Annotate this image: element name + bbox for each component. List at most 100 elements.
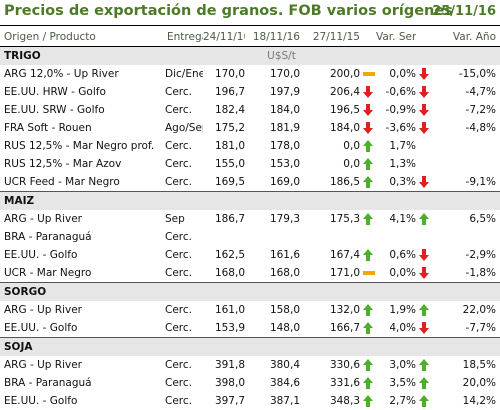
icon-cell [416, 137, 432, 155]
delivery: Cerc. [163, 264, 203, 283]
product-name: ARG - Up River [0, 301, 163, 319]
price-24-11-16: 175,2 [203, 119, 245, 137]
col-header-date-2: 18/11/16 [245, 27, 300, 47]
product-name: RUS 12,5% - Mar Negro prof. [0, 137, 163, 155]
var-sem: 1,7% [376, 137, 416, 155]
price-24-11-16: 169,5 [203, 173, 245, 192]
price-24-11-16: 168,0 [203, 264, 245, 283]
delivery: Cerc. [163, 228, 203, 246]
arrow-up-icon [416, 356, 432, 374]
price-27-11-15: 184,0 [300, 119, 360, 137]
product-name: ARG - Up River [0, 356, 163, 374]
arrow-down-icon [416, 264, 432, 283]
arrow-up-icon [416, 392, 432, 410]
var-ano: -7,2% [432, 101, 500, 119]
var-sem: -0,9% [376, 101, 416, 119]
delivery: Cerc. [163, 301, 203, 319]
arrow-up-icon [416, 374, 432, 392]
product-name: BRA - Paranaguá [0, 374, 163, 392]
arrow-up-icon [360, 392, 376, 410]
product-name: UCR - Mar Negro [0, 264, 163, 283]
price-18-11-16 [245, 228, 300, 246]
price-18-11-16: 168,0 [245, 264, 300, 283]
price-18-11-16: 148,0 [245, 319, 300, 338]
var-sem: 4,0% [376, 319, 416, 338]
delivery: Dic/Ene [163, 65, 203, 83]
col-header-date-3: 27/11/15 [300, 27, 360, 47]
var-sem: 4,1% [376, 210, 416, 228]
arrow-up-icon [360, 246, 376, 264]
delivery: Cerc. [163, 137, 203, 155]
table-row: FRA Soft - RouenAgo/Sep175,2181,9184,0-3… [0, 119, 500, 137]
product-name: EE.UU. - Golfo [0, 319, 163, 338]
delivery: Cerc. [163, 246, 203, 264]
arrow-up-icon [360, 356, 376, 374]
arrow-down-icon [416, 246, 432, 264]
icon-cell [416, 228, 432, 246]
delivery: Sep [163, 210, 203, 228]
product-name: EE.UU. HRW - Golfo [0, 83, 163, 101]
var-sem: 0,0% [376, 264, 416, 283]
arrow-down-icon [416, 83, 432, 101]
var-sem: -0,6% [376, 83, 416, 101]
arrow-up-icon [360, 210, 376, 228]
price-24-11-16: 391,8 [203, 356, 245, 374]
price-18-11-16: 181,9 [245, 119, 300, 137]
delivery: Cerc. [163, 83, 203, 101]
col-header-var-sem: Var. Sem. [376, 27, 416, 47]
product-name: UCR Feed - Mar Negro [0, 173, 163, 192]
var-sem: 3,5% [376, 374, 416, 392]
var-ano: -7,7% [432, 319, 500, 338]
col-header-entrega: Entrega [163, 27, 203, 47]
price-27-11-15: 0,0 [300, 137, 360, 155]
price-24-11-16: 186,7 [203, 210, 245, 228]
price-27-11-15: 348,3 [300, 392, 360, 410]
arrow-up-icon [360, 374, 376, 392]
var-ano: 18,5% [432, 356, 500, 374]
product-name: ARG 12,0% - Up River [0, 65, 163, 83]
price-27-11-15: 0,0 [300, 155, 360, 173]
price-18-11-16: 161,6 [245, 246, 300, 264]
price-24-11-16: 155,0 [203, 155, 245, 173]
product-name: EE.UU. SRW - Golfo [0, 101, 163, 119]
delivery: Cerc. [163, 392, 203, 410]
var-ano [432, 228, 500, 246]
var-sem: 1,9% [376, 301, 416, 319]
section-title: SOJA [0, 338, 163, 357]
price-18-11-16: 384,6 [245, 374, 300, 392]
price-18-11-16: 158,0 [245, 301, 300, 319]
var-ano: -2,9% [432, 246, 500, 264]
var-ano [432, 137, 500, 155]
var-sem [376, 228, 416, 246]
arrow-down-icon [360, 101, 376, 119]
var-ano: -15,0% [432, 65, 500, 83]
arrow-down-icon [416, 173, 432, 192]
delivery: Ago/Sep [163, 119, 203, 137]
arrow-down-icon [416, 65, 432, 83]
section-title: SORGO [0, 283, 163, 302]
arrow-up-icon [360, 155, 376, 173]
price-24-11-16: 397,7 [203, 392, 245, 410]
price-24-11-16: 181,0 [203, 137, 245, 155]
delivery: Cerc. [163, 374, 203, 392]
unit-label: U$S/t [203, 47, 360, 65]
delivery: Cerc. [163, 173, 203, 192]
price-27-11-15: 331,6 [300, 374, 360, 392]
price-27-11-15: 200,0 [300, 65, 360, 83]
section-title: MAIZ [0, 192, 163, 211]
price-18-11-16: 169,0 [245, 173, 300, 192]
arrow-up-icon [360, 301, 376, 319]
var-sem: -3,6% [376, 119, 416, 137]
section-row: SORGO [0, 283, 500, 302]
arrow-down-icon [416, 119, 432, 137]
price-24-11-16: 161,0 [203, 301, 245, 319]
var-ano [432, 155, 500, 173]
